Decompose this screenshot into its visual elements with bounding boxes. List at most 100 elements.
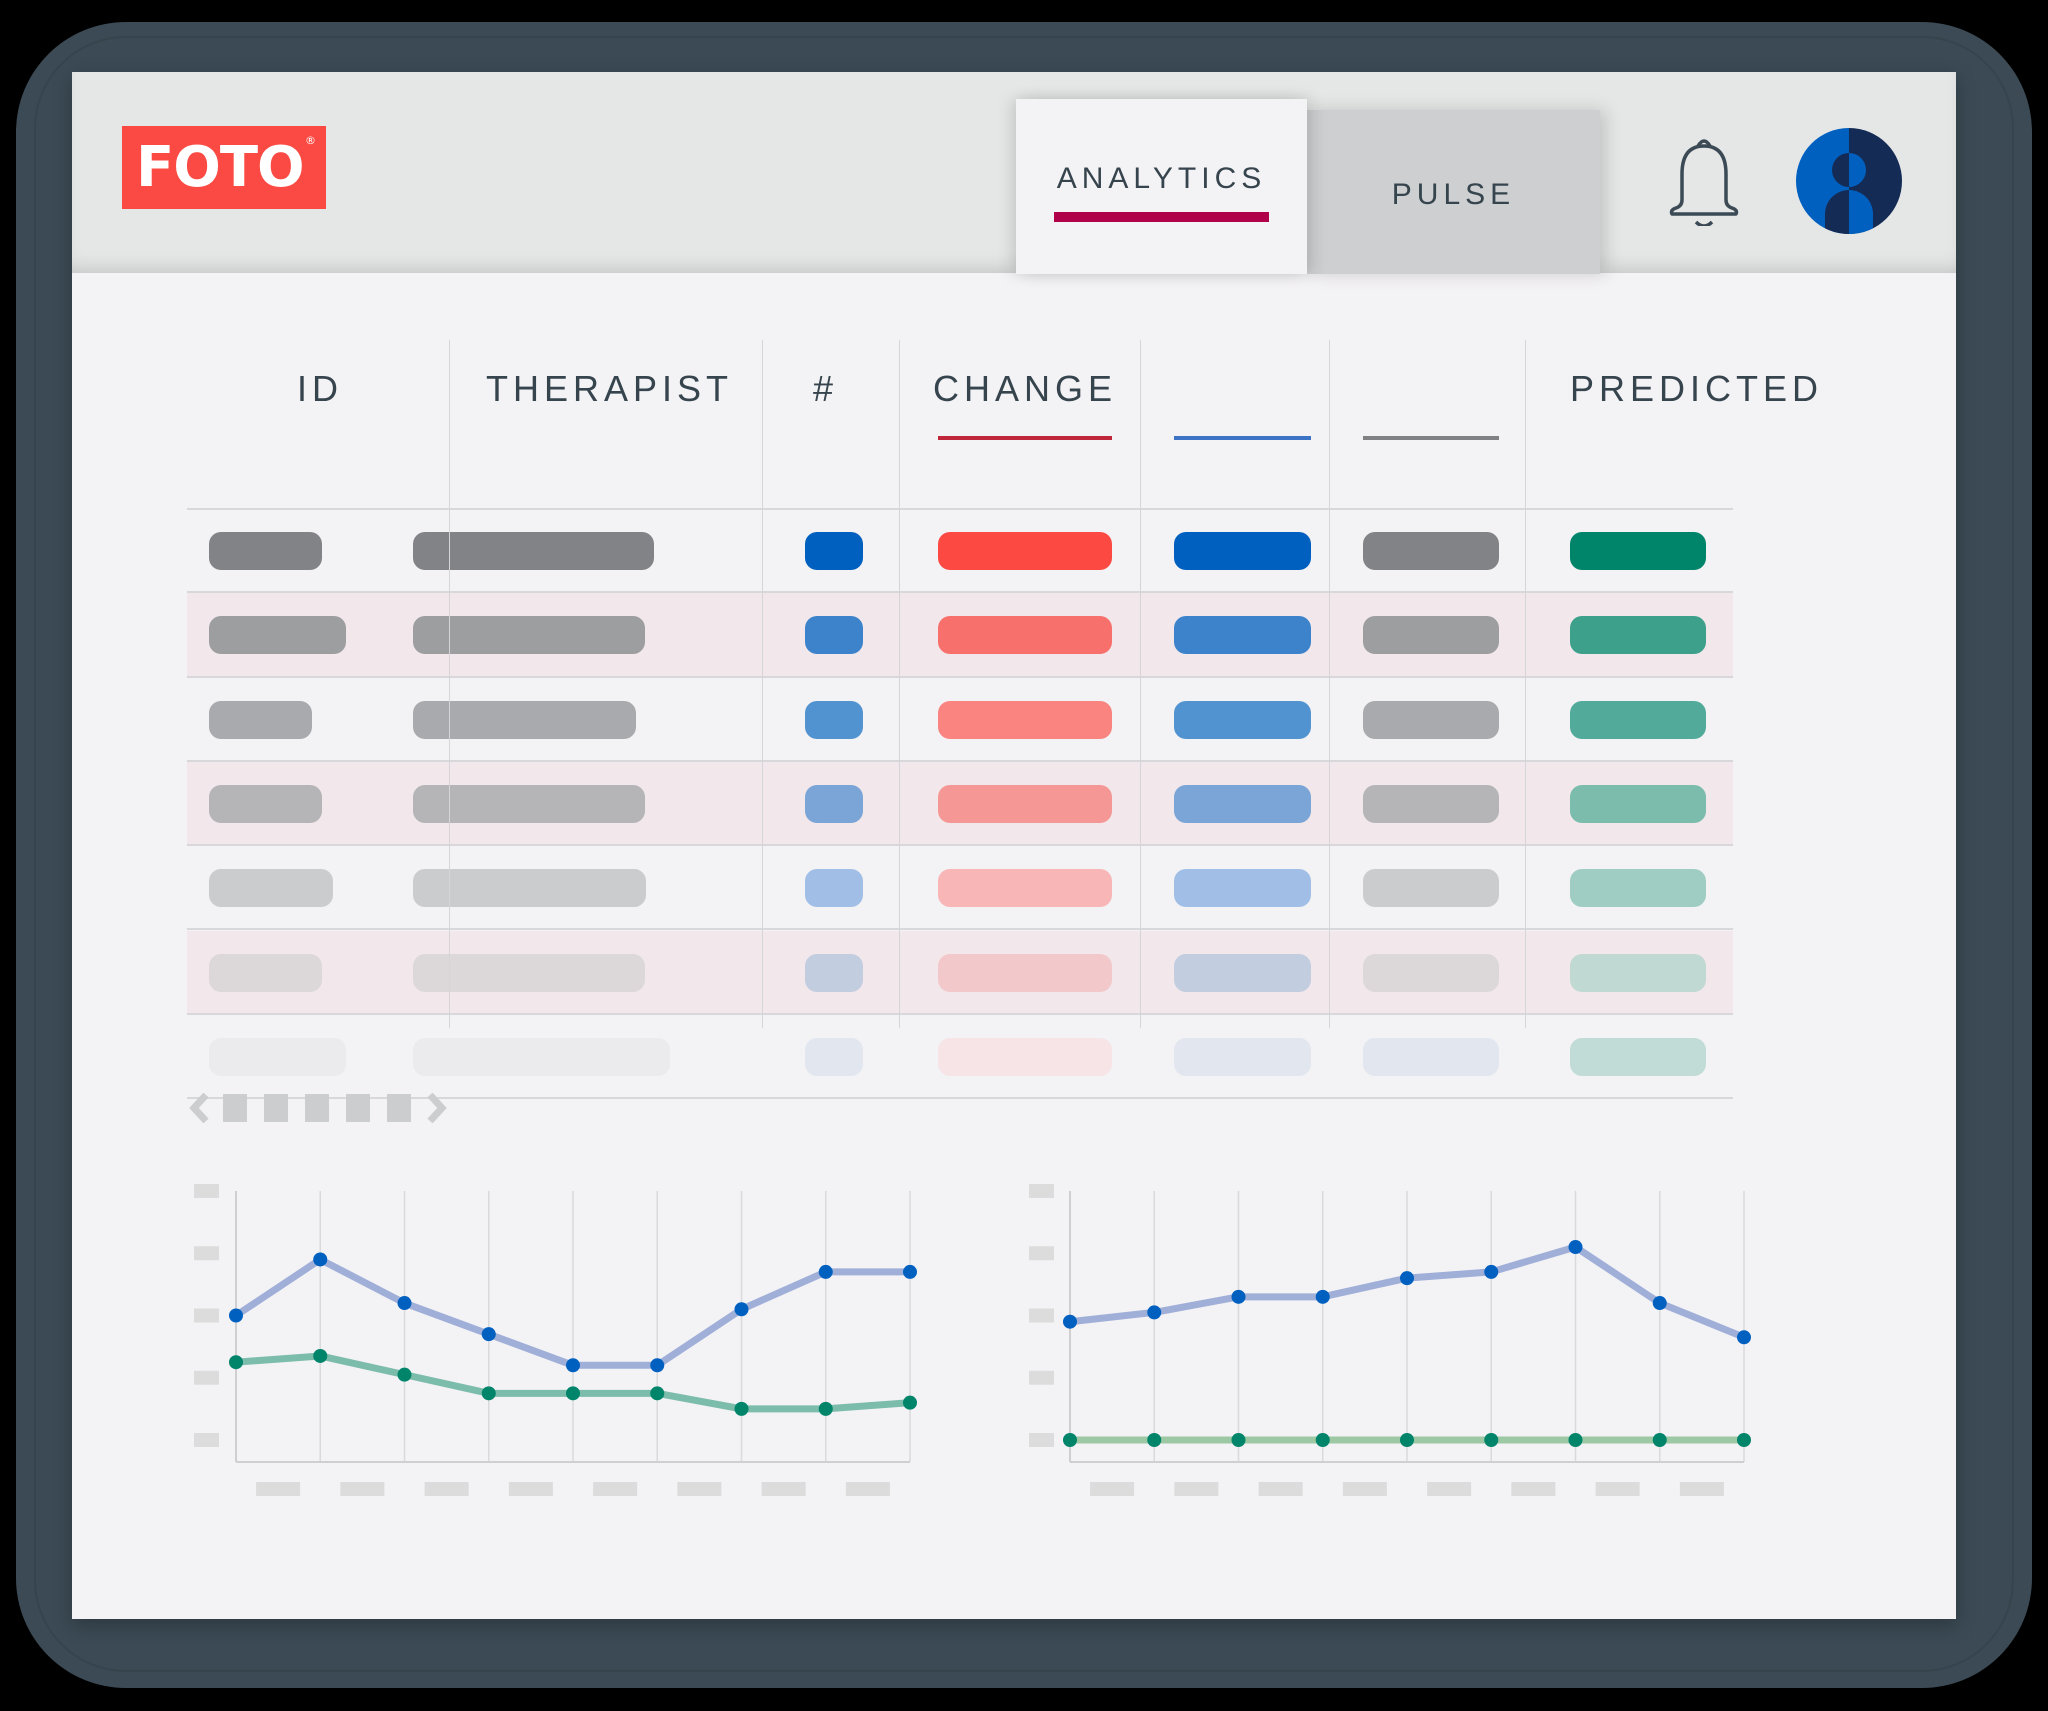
therapist-cell-placeholder — [413, 869, 646, 908]
change-cell-placeholder — [938, 953, 1112, 992]
page-button-3[interactable] — [305, 1094, 329, 1122]
col5-cell-placeholder — [1174, 1037, 1311, 1076]
y-axis-tick-label — [1029, 1308, 1054, 1323]
green-data-point[interactable] — [313, 1348, 328, 1363]
count-cell-placeholder — [805, 869, 863, 908]
col6-cell-placeholder — [1363, 616, 1499, 655]
tab-analytics[interactable]: ANALYTICS — [1016, 99, 1307, 274]
blue-data-point[interactable] — [1652, 1296, 1667, 1311]
chevron-left-icon[interactable] — [188, 1093, 212, 1123]
count-cell-placeholder — [805, 784, 863, 823]
green-data-point[interactable] — [1400, 1433, 1414, 1447]
count-cell-placeholder — [805, 700, 863, 739]
column-header-predicted[interactable]: PREDICTED — [1570, 368, 1824, 409]
blue-data-point[interactable] — [818, 1264, 833, 1279]
therapist-cell-placeholder — [413, 953, 645, 992]
table-row[interactable] — [187, 761, 1733, 847]
x-axis-tick-label — [1342, 1482, 1387, 1496]
blue-data-point[interactable] — [903, 1264, 917, 1279]
green-data-point[interactable] — [1231, 1433, 1246, 1447]
page-button-1[interactable] — [223, 1094, 247, 1122]
avatar-icon[interactable] — [1796, 128, 1902, 234]
green-data-point[interactable] — [650, 1386, 665, 1401]
table-row[interactable] — [187, 593, 1733, 678]
green-data-point[interactable] — [1568, 1433, 1583, 1447]
blue-data-point[interactable] — [313, 1252, 328, 1267]
green-data-point[interactable] — [1652, 1433, 1667, 1447]
green-data-point[interactable] — [1315, 1433, 1330, 1447]
x-axis-tick-label — [424, 1482, 469, 1496]
blue-data-point[interactable] — [397, 1296, 412, 1311]
active-tab-indicator — [1054, 212, 1269, 222]
row-divider — [187, 759, 1733, 762]
x-axis-tick-label — [1679, 1482, 1724, 1496]
page-button-5[interactable] — [387, 1094, 411, 1122]
predicted-cell-placeholder — [1570, 700, 1706, 739]
trend-chart-right — [1029, 1184, 1751, 1496]
col5-cell-placeholder — [1174, 700, 1311, 739]
id-cell-placeholder — [209, 784, 322, 823]
green-data-point[interactable] — [818, 1401, 833, 1416]
logo-text: FOTO — [136, 135, 305, 200]
blue-data-point[interactable] — [1568, 1240, 1583, 1255]
x-axis-tick-label — [1174, 1482, 1219, 1496]
id-cell-placeholder — [209, 532, 322, 570]
green-data-point[interactable] — [229, 1355, 243, 1370]
row-divider — [187, 844, 1733, 847]
blue-data-point[interactable] — [566, 1358, 580, 1373]
blue-data-point[interactable] — [734, 1302, 749, 1317]
count-cell-placeholder — [805, 1037, 863, 1076]
bell-icon[interactable] — [1666, 134, 1742, 228]
green-data-point[interactable] — [397, 1367, 412, 1382]
green-data-point[interactable] — [566, 1386, 580, 1401]
page-button-2[interactable] — [264, 1094, 288, 1122]
id-cell-placeholder — [209, 953, 322, 992]
row-divider — [187, 591, 1733, 594]
column-header-therapist[interactable]: THERAPIST — [486, 368, 734, 409]
x-axis-tick-label — [256, 1482, 301, 1496]
blue-data-point[interactable] — [1484, 1264, 1499, 1279]
blue-data-point[interactable] — [481, 1327, 496, 1342]
change-cell-placeholder — [938, 616, 1112, 655]
predicted-cell-placeholder — [1570, 1037, 1706, 1076]
green-data-point[interactable] — [1484, 1433, 1499, 1447]
table-row[interactable] — [187, 846, 1733, 931]
x-axis-tick-label — [593, 1482, 638, 1496]
blue-data-point[interactable] — [1737, 1330, 1751, 1345]
green-data-point[interactable] — [1147, 1433, 1162, 1447]
green-data-point[interactable] — [734, 1401, 749, 1416]
trend-chart-left — [194, 1184, 917, 1496]
therapist-cell-placeholder — [413, 700, 636, 739]
tab-pulse[interactable]: PULSE — [1307, 110, 1600, 274]
blue-data-point[interactable] — [650, 1358, 665, 1373]
blue-data-point[interactable] — [1400, 1271, 1414, 1286]
table-row[interactable] — [187, 1015, 1733, 1100]
blue-data-point[interactable] — [1063, 1314, 1077, 1329]
blue-data-point[interactable] — [229, 1308, 243, 1323]
therapist-cell-placeholder — [413, 616, 645, 655]
row-divider — [187, 675, 1733, 678]
green-data-point[interactable] — [1737, 1433, 1751, 1447]
change-cell-placeholder — [938, 784, 1112, 823]
column-header-id[interactable]: ID — [297, 368, 343, 409]
table-row[interactable] — [187, 678, 1733, 762]
blue-data-point[interactable] — [1231, 1289, 1246, 1304]
chevron-right-icon[interactable] — [424, 1093, 448, 1123]
col6-cell-placeholder — [1363, 532, 1499, 570]
y-axis-tick-label — [1029, 1370, 1054, 1385]
green-data-point[interactable] — [1063, 1433, 1077, 1447]
table-row[interactable] — [187, 509, 1733, 594]
x-axis-tick-label — [508, 1482, 553, 1496]
column-header-change[interactable]: CHANGE — [933, 368, 1118, 409]
table-row[interactable] — [187, 930, 1733, 1015]
therapist-cell-placeholder — [413, 1037, 670, 1076]
blue-data-point[interactable] — [1315, 1289, 1330, 1304]
green-data-point[interactable] — [903, 1395, 917, 1410]
foto-logo[interactable]: FOTO ® — [122, 126, 326, 209]
page-button-4[interactable] — [346, 1094, 370, 1122]
column-divider — [1329, 340, 1330, 1028]
predicted-cell-placeholder — [1570, 784, 1706, 823]
green-data-point[interactable] — [481, 1386, 496, 1401]
column-header-count[interactable]: # — [813, 368, 839, 409]
blue-data-point[interactable] — [1147, 1305, 1162, 1320]
